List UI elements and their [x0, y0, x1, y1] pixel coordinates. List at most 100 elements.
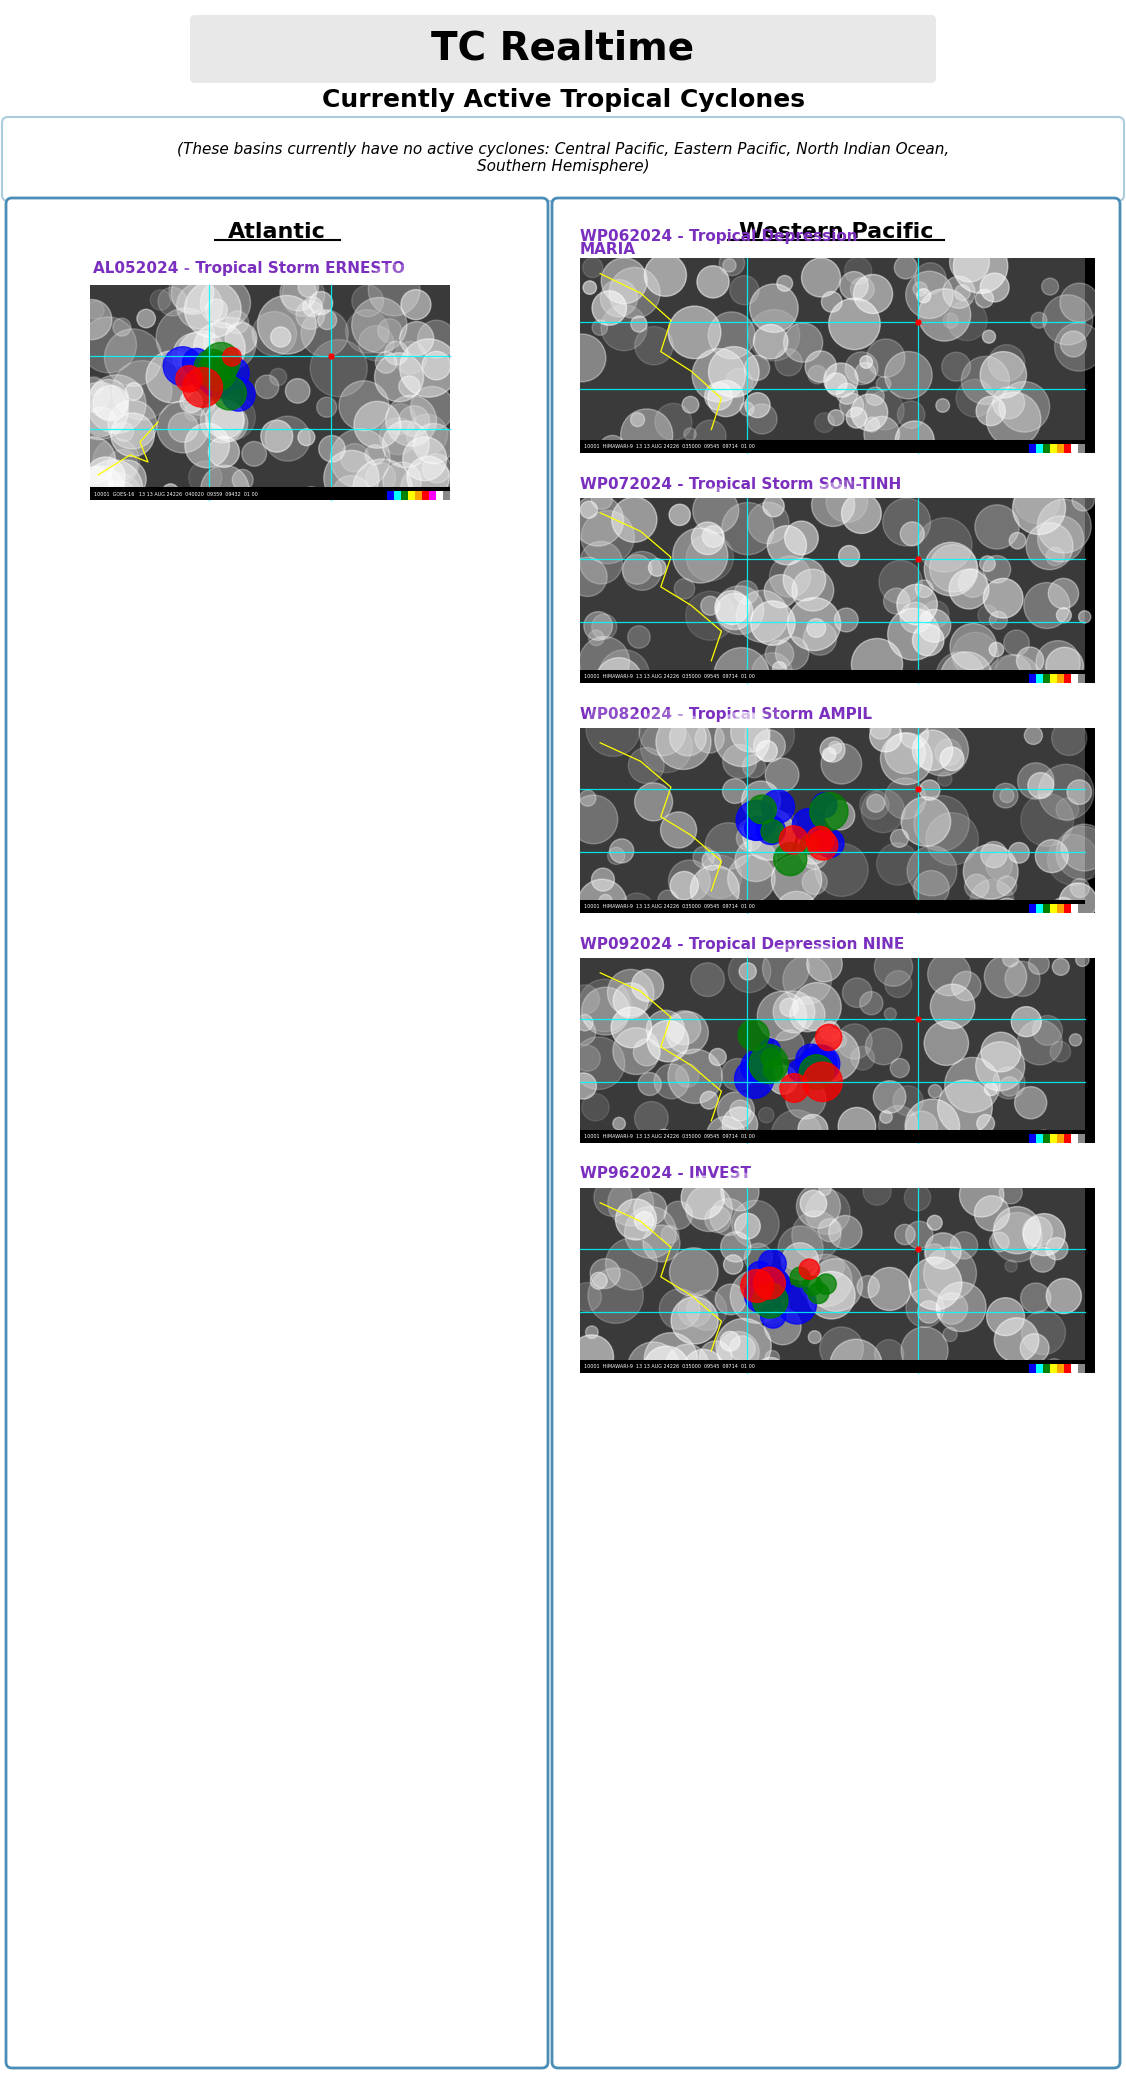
Circle shape [700, 595, 720, 616]
Text: WP062024 - Tropical Depression: WP062024 - Tropical Depression [580, 228, 858, 243]
Circle shape [1025, 726, 1043, 745]
Circle shape [808, 1332, 821, 1344]
Circle shape [570, 1018, 596, 1045]
Circle shape [945, 1058, 1000, 1112]
Circle shape [863, 1176, 892, 1205]
Circle shape [832, 1033, 847, 1047]
Circle shape [394, 342, 427, 373]
Bar [1071, 1134, 1078, 1143]
Circle shape [303, 297, 322, 317]
Circle shape [938, 1081, 992, 1134]
Circle shape [1037, 500, 1091, 554]
Circle shape [781, 1242, 819, 1280]
Circle shape [252, 311, 296, 357]
Circle shape [667, 1010, 700, 1045]
Circle shape [351, 297, 406, 353]
Circle shape [716, 593, 753, 630]
Circle shape [905, 1222, 933, 1249]
Circle shape [913, 282, 927, 297]
Circle shape [857, 1276, 879, 1298]
Circle shape [571, 1072, 597, 1099]
Circle shape [1052, 720, 1087, 755]
Circle shape [965, 873, 989, 898]
Circle shape [895, 421, 935, 460]
Text: 10001  HIMAWARI-9  13 13 AUG 24226  035000  09545  09714  01 00: 10001 HIMAWARI-9 13 13 AUG 24226 035000 … [584, 674, 754, 680]
Circle shape [158, 286, 187, 315]
Bar [1057, 904, 1064, 913]
Circle shape [807, 1271, 855, 1319]
Circle shape [743, 809, 795, 861]
Circle shape [756, 1290, 789, 1323]
Circle shape [670, 720, 706, 755]
Circle shape [310, 292, 332, 315]
Bar [1043, 674, 1051, 682]
Circle shape [163, 346, 203, 386]
Circle shape [914, 796, 969, 850]
Circle shape [1015, 477, 1060, 523]
Circle shape [573, 1282, 601, 1311]
Circle shape [225, 321, 257, 355]
Bar [1085, 728, 1094, 913]
Circle shape [375, 353, 397, 373]
Bar [580, 900, 1085, 913]
Circle shape [821, 292, 842, 313]
Circle shape [157, 400, 208, 452]
Circle shape [721, 1232, 751, 1261]
Circle shape [905, 1290, 945, 1327]
Circle shape [866, 1029, 902, 1064]
Circle shape [383, 421, 429, 467]
Circle shape [692, 487, 739, 533]
Circle shape [400, 321, 434, 355]
Circle shape [635, 1211, 654, 1230]
Circle shape [708, 311, 756, 359]
Bar [1051, 674, 1057, 682]
Circle shape [682, 396, 699, 413]
Circle shape [790, 1267, 810, 1288]
Circle shape [990, 643, 1003, 657]
Bar [1036, 1134, 1043, 1143]
Bar [1029, 904, 1036, 913]
Circle shape [1000, 1076, 1019, 1097]
Circle shape [620, 409, 672, 460]
Circle shape [805, 351, 837, 382]
Circle shape [867, 338, 905, 377]
Circle shape [261, 421, 293, 452]
Circle shape [627, 1342, 679, 1394]
Bar [580, 958, 1085, 1143]
Circle shape [783, 956, 832, 1004]
Circle shape [748, 502, 789, 543]
Circle shape [971, 879, 1013, 923]
Circle shape [366, 463, 395, 494]
Circle shape [739, 962, 757, 981]
Circle shape [644, 1334, 697, 1385]
Circle shape [569, 794, 618, 844]
Circle shape [730, 1099, 751, 1120]
Circle shape [799, 1255, 852, 1307]
Circle shape [86, 456, 125, 496]
Circle shape [1006, 1259, 1017, 1271]
Bar [408, 492, 415, 500]
Circle shape [745, 392, 770, 417]
Circle shape [893, 1087, 923, 1116]
Circle shape [588, 1267, 643, 1323]
Circle shape [700, 1091, 718, 1110]
Circle shape [1021, 1311, 1065, 1354]
Circle shape [570, 985, 599, 1014]
Circle shape [587, 703, 640, 757]
Circle shape [828, 411, 844, 425]
Circle shape [868, 1267, 911, 1311]
Circle shape [820, 1327, 864, 1371]
Text: 10001  HIMAWARI-9  13 13 AUG 24226  035000  09545  09714  01 00: 10001 HIMAWARI-9 13 13 AUG 24226 035000 … [584, 444, 754, 450]
Circle shape [874, 1081, 906, 1114]
Bar [580, 1130, 1085, 1143]
Circle shape [825, 801, 855, 830]
Circle shape [815, 1025, 842, 1052]
Bar [1043, 1365, 1051, 1373]
Bar [1071, 1365, 1078, 1373]
Circle shape [1015, 1087, 1047, 1118]
Circle shape [865, 417, 879, 431]
Circle shape [107, 450, 137, 479]
Circle shape [669, 504, 690, 525]
Circle shape [572, 1037, 625, 1089]
Circle shape [157, 309, 215, 367]
